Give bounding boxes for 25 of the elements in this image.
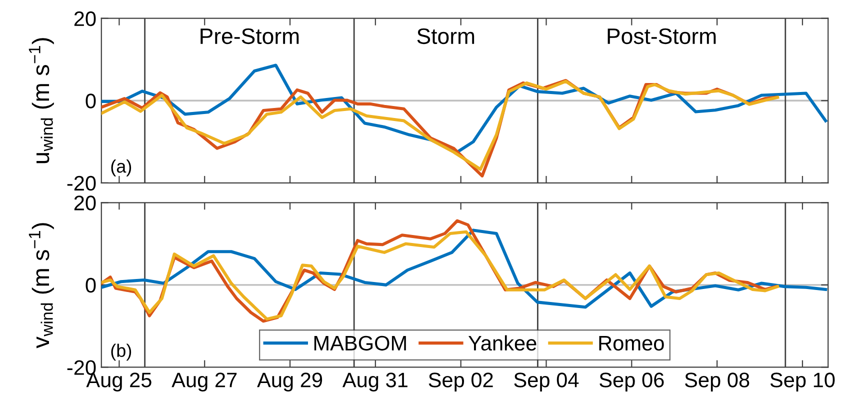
- annotation: (a): [111, 159, 132, 176]
- x-tick-label: Sep 08: [685, 372, 750, 392]
- x-tick-label: Sep 02: [428, 372, 493, 392]
- x-tick-label: Aug 31: [342, 372, 408, 392]
- y-tick-label: 20: [74, 196, 96, 210]
- legend-label: Yankee: [468, 335, 536, 351]
- x-tick-label: Aug 27: [172, 372, 237, 392]
- y-tick-label: 20: [74, 11, 96, 26]
- y-tick-label: -20: [67, 176, 96, 191]
- annotation: (b): [111, 344, 132, 361]
- legend-label: Romeo: [599, 336, 664, 351]
- annotation: Post-Storm: [608, 28, 716, 44]
- x-tick-label: Sep 04: [514, 372, 579, 392]
- annotation: Pre-Storm: [200, 28, 299, 44]
- x-tick-label: Sep 10: [770, 372, 835, 392]
- y-axis-title: u$_{wind}$ (m s$^{−1}$): [28, 38, 54, 164]
- annotation: Storm: [417, 28, 474, 44]
- x-tick-label: Sep 06: [600, 372, 664, 392]
- y-tick-label: -20: [67, 360, 96, 375]
- x-tick-label: Aug 29: [257, 372, 322, 392]
- y-axis-title: v$_{wind}$ (m s$^{−1}$): [28, 223, 54, 348]
- y-tick-label: 0: [86, 94, 96, 108]
- x-tick-label: Aug 25: [86, 372, 152, 392]
- y-tick-label: 0: [86, 278, 96, 293]
- legend-label: MABGOM: [314, 336, 406, 351]
